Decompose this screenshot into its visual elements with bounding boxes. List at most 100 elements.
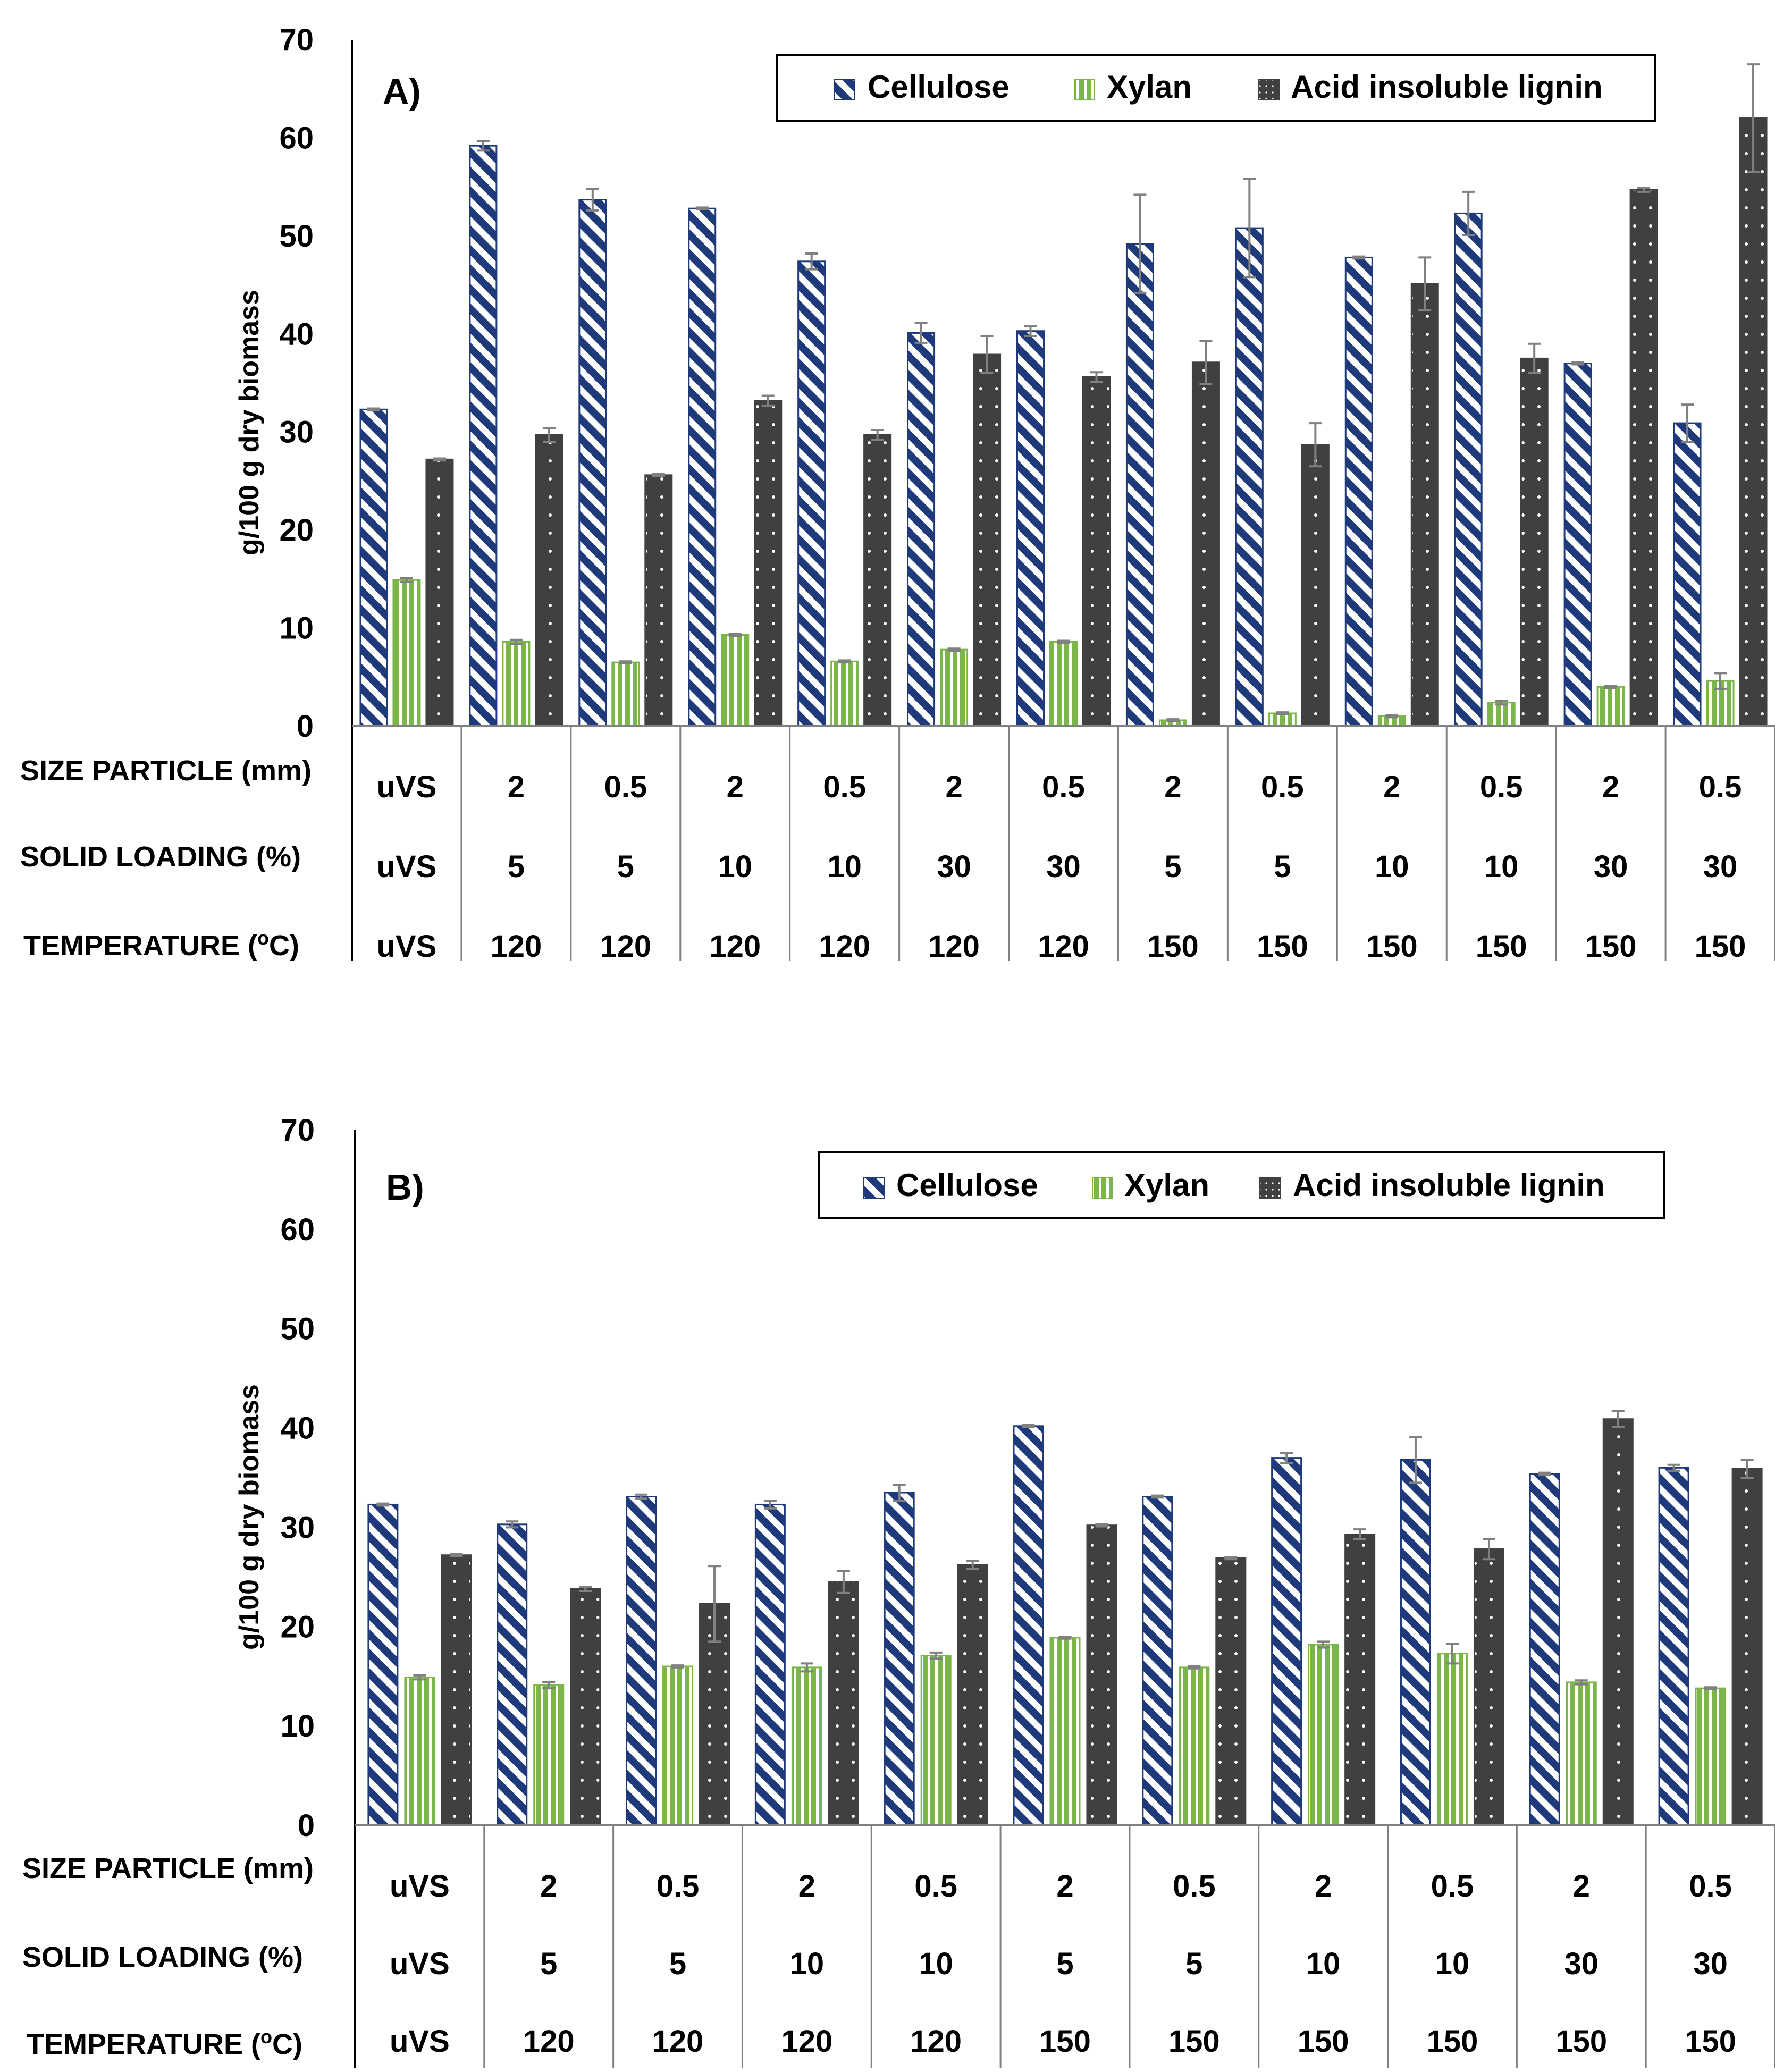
bar-cellulose bbox=[367, 1503, 399, 1826]
bar-lignin bbox=[1731, 1468, 1763, 1826]
bar-cellulose bbox=[626, 1496, 657, 1826]
cell-solid-loading: 5 bbox=[1056, 1947, 1073, 1981]
error-bar-lignin bbox=[1224, 1556, 1238, 1561]
bar-cellulose bbox=[1013, 1425, 1044, 1826]
bar-cellulose bbox=[1125, 243, 1154, 727]
bar-cellulose bbox=[1142, 1496, 1173, 1826]
bar-lignin bbox=[644, 474, 673, 727]
bar-cellulose bbox=[1271, 1457, 1302, 1826]
error-bar-cellulose bbox=[893, 1484, 906, 1502]
bar-cellulose bbox=[907, 332, 936, 727]
cell-solid-loading: 30 bbox=[937, 849, 971, 884]
legend-box bbox=[818, 1151, 1665, 1219]
y-tick-label: 0 bbox=[298, 1808, 315, 1843]
bar-lignin bbox=[1082, 376, 1111, 727]
error-bar-xylan bbox=[947, 647, 961, 652]
bar-xylan bbox=[830, 660, 859, 727]
error-bar-lignin bbox=[761, 394, 775, 407]
legend-swatch-cellulose bbox=[863, 1177, 885, 1199]
bar-lignin bbox=[957, 1564, 988, 1826]
bar-cellulose bbox=[578, 199, 607, 727]
cell-temperature: 150 bbox=[1685, 2024, 1736, 2059]
bar-cellulose bbox=[1235, 227, 1264, 727]
bar-lignin bbox=[1344, 1534, 1376, 1826]
cell-temperature: 120 bbox=[781, 2024, 832, 2059]
error-bar-lignin bbox=[1740, 1459, 1754, 1479]
bar-xylan bbox=[1049, 1637, 1081, 1826]
bar-lignin bbox=[973, 353, 1002, 727]
panel-b: 0 10 20 30 40 50 60 70 g/100 g dry biomass B) C… bbox=[22, 1113, 1775, 2068]
error-bar-xylan bbox=[929, 1651, 943, 1660]
cell-solid-loading: 10 bbox=[827, 849, 862, 884]
bars bbox=[367, 1410, 1763, 1826]
cell-size-particle: 0.5 bbox=[914, 1869, 957, 1903]
cell-size-particle: 2 bbox=[727, 770, 744, 804]
bar-xylan bbox=[1179, 1666, 1210, 1826]
row-label-temperature: TEMPERATURE (oC) bbox=[23, 927, 299, 962]
legend-swatch-xylan bbox=[1074, 79, 1095, 100]
error-bar-cellulose bbox=[1409, 1436, 1422, 1484]
bar-cellulose bbox=[469, 145, 498, 727]
error-bar-xylan bbox=[509, 638, 523, 645]
bar-lignin bbox=[1301, 444, 1330, 727]
error-bar-lignin bbox=[708, 1565, 721, 1643]
panel-title: A) bbox=[383, 71, 421, 112]
error-bar-cellulose bbox=[1022, 1424, 1035, 1428]
error-bar-xylan bbox=[1057, 639, 1070, 644]
legend-swatch-lignin bbox=[1258, 79, 1280, 100]
cell-solid-loading: uVS bbox=[390, 1947, 450, 1981]
cell-solid-loading: 30 bbox=[1693, 1947, 1728, 1981]
cell-solid-loading: uVS bbox=[377, 849, 437, 884]
bar-cellulose bbox=[359, 408, 388, 727]
legend-label-cellulose: Cellulose bbox=[868, 69, 1010, 105]
y-tick-label: 10 bbox=[280, 1709, 315, 1743]
y-tick-label: 70 bbox=[280, 1113, 315, 1148]
legend-label-xylan: Xylan bbox=[1107, 69, 1192, 105]
error-bar-lignin bbox=[1199, 340, 1213, 385]
error-bar-cellulose bbox=[1352, 255, 1366, 260]
error-bar-lignin bbox=[433, 457, 446, 462]
error-bar-lignin bbox=[542, 427, 556, 443]
error-bar-lignin bbox=[1528, 342, 1541, 375]
bar-cellulose bbox=[1344, 256, 1373, 727]
y-tick-label: 50 bbox=[279, 219, 314, 254]
y-tick-label: 20 bbox=[280, 1610, 315, 1644]
bar-xylan bbox=[611, 661, 640, 727]
cell-temperature: 150 bbox=[1476, 929, 1527, 964]
cell-solid-loading: 5 bbox=[1164, 849, 1181, 884]
bar-cellulose bbox=[1454, 212, 1483, 727]
error-bar-lignin bbox=[1309, 422, 1322, 468]
cell-temperature: 150 bbox=[1147, 929, 1199, 964]
error-bar-xylan bbox=[619, 660, 632, 664]
bar-cellulose bbox=[1529, 1473, 1560, 1826]
error-bar-lignin bbox=[1353, 1528, 1367, 1540]
bar-xylan bbox=[662, 1665, 694, 1826]
error-bar-xylan bbox=[1385, 714, 1399, 719]
error-bar-cellulose bbox=[476, 139, 490, 152]
row-label-temperature: TEMPERATURE (oC) bbox=[27, 2026, 302, 2060]
error-bar-xylan bbox=[1575, 1679, 1588, 1686]
error-bar-xylan bbox=[1495, 700, 1508, 706]
error-bar-cellulose bbox=[1667, 1463, 1680, 1472]
error-bar-lignin bbox=[1095, 1523, 1108, 1528]
legend-label-xylan: Xylan bbox=[1124, 1167, 1209, 1203]
cell-size-particle: 0.5 bbox=[1699, 770, 1742, 804]
cell-solid-loading: 30 bbox=[1594, 849, 1628, 884]
y-tick-label: 0 bbox=[297, 709, 314, 744]
error-bar-xylan bbox=[838, 659, 851, 664]
error-bar-xylan bbox=[1714, 672, 1727, 690]
category-table-cells: uVS 2 0.5 2 0.5 2 0.5 2 0.5 2 0.5 2 0.5 uVS 5 5 10 10 30 30… bbox=[377, 770, 1746, 964]
cell-temperature: 150 bbox=[1039, 2024, 1091, 2059]
cell-solid-loading: 30 bbox=[1703, 849, 1738, 884]
error-bar-lignin bbox=[1482, 1538, 1495, 1561]
cell-size-particle: uVS bbox=[390, 1869, 450, 1903]
cell-solid-loading: 10 bbox=[1306, 1947, 1341, 1981]
cell-solid-loading: 5 bbox=[1274, 849, 1291, 884]
legend-label-lignin: Acid insoluble lignin bbox=[1293, 1167, 1605, 1203]
cell-solid-loading: 5 bbox=[540, 1947, 557, 1981]
error-bar-xylan bbox=[1166, 718, 1180, 722]
bar-xylan bbox=[791, 1666, 822, 1826]
cell-size-particle: 2 bbox=[540, 1869, 557, 1903]
cell-solid-loading: 30 bbox=[1564, 1947, 1599, 1981]
y-axis-label: g/100 g dry biomass bbox=[234, 290, 265, 555]
